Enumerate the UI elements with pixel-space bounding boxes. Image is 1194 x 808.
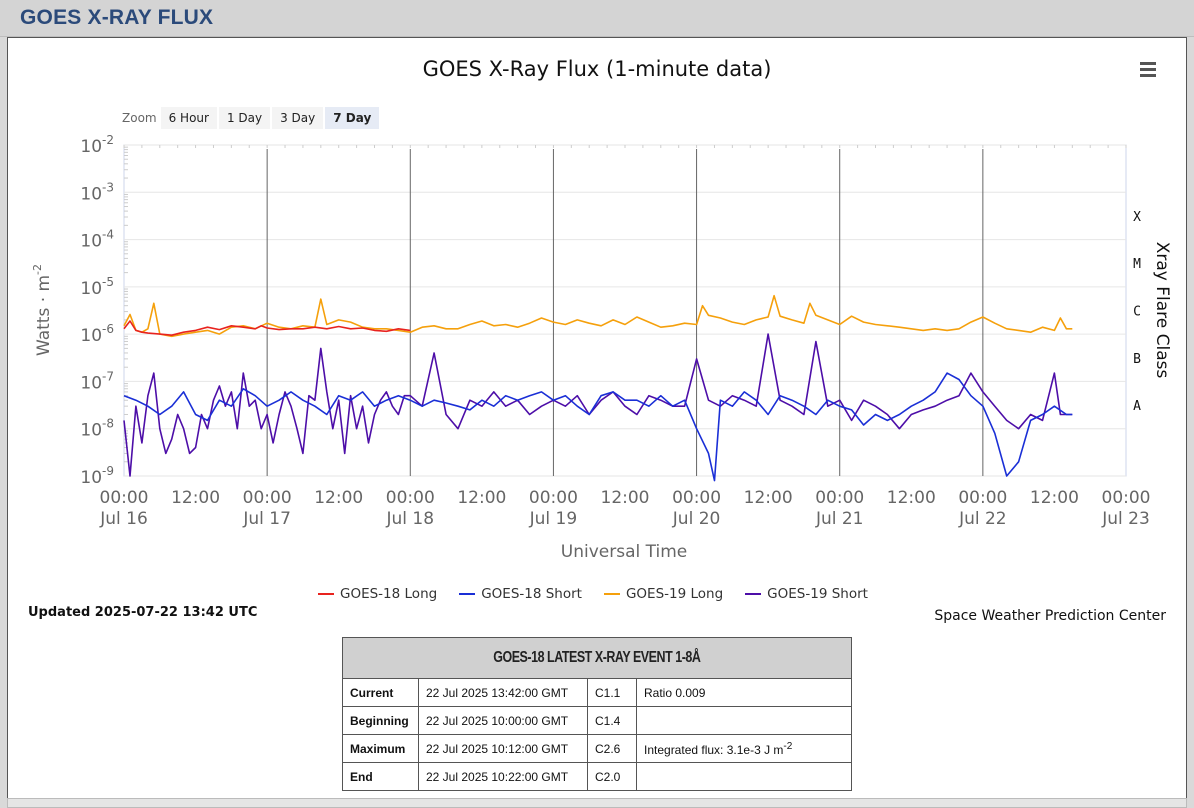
x-tick-time-label: 00:00 — [815, 488, 864, 508]
x-tick-time-label: 12:00 — [744, 488, 793, 508]
series-line-g19short — [123, 333, 1073, 477]
row-time: 22 Jul 2025 10:00:00 GMT — [418, 706, 588, 735]
row-label: Beginning — [342, 706, 419, 735]
y-tick-label: 10-7 — [80, 369, 114, 393]
row-class: C1.1 — [587, 678, 637, 707]
flare-class-label: B — [1133, 352, 1141, 367]
page-title: GOES X-RAY FLUX — [20, 6, 214, 29]
zoom-1-day-button[interactable]: 1 Day — [218, 107, 271, 129]
zoom-6-hour-button[interactable]: 6 Hour — [160, 107, 217, 129]
zoom-bar: Zoom 6 Hour 1 Day 3 Day 7 Day — [118, 106, 381, 130]
table-row: Current 22 Jul 2025 13:42:00 GMT C1.1 Ra… — [342, 678, 852, 707]
chart-legend: GOES-18 Long GOES-18 Short GOES-19 Long … — [318, 586, 890, 602]
legend-label: GOES-18 Long — [340, 586, 438, 602]
y-tick-label: 10-5 — [80, 275, 114, 299]
x-tick-time-label: 12:00 — [457, 488, 506, 508]
flare-class-label: C — [1133, 305, 1141, 320]
y2-axis-title: Xray Flare Class — [1152, 242, 1172, 379]
y-tick-label: 10-2 — [80, 133, 114, 157]
table-row: Beginning 22 Jul 2025 10:00:00 GMT C1.4 — [342, 706, 852, 735]
y-tick-label: 10-9 — [80, 464, 114, 488]
legend-label: GOES-19 Long — [625, 586, 724, 602]
x-tick-time-label: 00:00 — [958, 488, 1007, 508]
plot-area — [123, 144, 1127, 477]
legend-label: GOES-18 Short — [481, 586, 582, 602]
x-tick-date-label: Jul 20 — [672, 509, 721, 529]
series-line-g18long — [123, 320, 411, 337]
x-tick-time-label: 12:00 — [601, 488, 650, 508]
row-label: End — [342, 762, 419, 791]
legend-swatch — [459, 593, 476, 595]
x-tick-date-label: Jul 17 — [242, 509, 291, 529]
row-extra: Integrated flux: 3.1e-3 J m-2 — [636, 734, 852, 763]
legend-swatch — [603, 593, 620, 595]
flare-class-label: A — [1133, 399, 1141, 414]
x-tick-time-label: 00:00 — [243, 488, 292, 508]
zoom-7-day-button[interactable]: 7 Day — [325, 107, 380, 129]
row-extra — [636, 706, 852, 735]
credit-text: Space Weather Prediction Center — [934, 608, 1166, 624]
table-row: End 22 Jul 2025 10:22:00 GMT C2.0 — [342, 762, 852, 791]
x-tick-date-label: Jul 22 — [958, 509, 1007, 529]
x-tick-time-label: 12:00 — [887, 488, 936, 508]
latest-event-table: GOES-18 LATEST X-RAY EVENT 1-8Å Current … — [342, 637, 852, 791]
legend-item-goes19-long[interactable]: GOES-19 Long — [603, 586, 724, 602]
row-time: 22 Jul 2025 13:42:00 GMT — [418, 678, 588, 707]
flare-class-label: X — [1133, 210, 1141, 225]
x-tick-date-label: Jul 23 — [1101, 509, 1150, 529]
y-tick-label: 10-3 — [80, 180, 114, 204]
legend-item-goes18-long[interactable]: GOES-18 Long — [318, 586, 437, 602]
x-tick-date-label: Jul 19 — [529, 509, 578, 529]
x-tick-time-label: 00:00 — [1102, 488, 1151, 508]
x-tick-time-label: 12:00 — [1030, 488, 1079, 508]
y-tick-label: 10-6 — [80, 322, 114, 346]
x-tick-time-label: 12:00 — [171, 488, 220, 508]
y-axis-title: Watts · m-2 — [31, 264, 54, 356]
event-table-title-text: GOES-18 LATEST X-RAY EVENT 1-8Å — [493, 649, 701, 666]
x-axis-title: Universal Time — [561, 542, 687, 562]
chart-menu-icon[interactable] — [1138, 59, 1160, 81]
row-label: Current — [342, 678, 419, 707]
row-extra-sup: -2 — [783, 740, 793, 752]
legend-item-goes18-short[interactable]: GOES-18 Short — [459, 586, 582, 602]
row-class: C1.4 — [587, 706, 637, 735]
x-tick-time-label: 00:00 — [529, 488, 578, 508]
table-row: Maximum 22 Jul 2025 10:12:00 GMT C2.6 In… — [342, 734, 852, 763]
x-tick-time-label: 00:00 — [100, 488, 149, 508]
legend-swatch — [318, 593, 334, 595]
zoom-3-day-button[interactable]: 3 Day — [272, 107, 324, 129]
series-line-g18short — [123, 372, 1073, 482]
y-tick-label: 10-4 — [80, 228, 114, 252]
x-tick-date-label: Jul 18 — [386, 509, 435, 529]
row-extra-text: Integrated flux: 3.1e-3 J m — [644, 742, 784, 757]
x-tick-date-label: Jul 16 — [99, 509, 148, 529]
page-header: GOES X-RAY FLUX — [0, 0, 1194, 37]
x-tick-time-label: 00:00 — [386, 488, 435, 508]
legend-swatch — [745, 593, 762, 595]
row-extra-text: Ratio 0.009 — [644, 685, 706, 700]
row-class: C2.6 — [587, 734, 637, 763]
row-label: Maximum — [342, 734, 419, 763]
legend-label: GOES-19 Short — [767, 586, 868, 602]
row-extra — [636, 762, 852, 791]
event-table-title: GOES-18 LATEST X-RAY EVENT 1-8Å — [342, 637, 852, 679]
row-time: 22 Jul 2025 10:12:00 GMT — [418, 734, 588, 763]
y-tick-label: 10-8 — [80, 417, 114, 441]
series-line-g19long — [123, 294, 1073, 338]
updated-timestamp: Updated 2025-07-22 13:42 UTC — [28, 605, 258, 620]
row-extra: Ratio 0.009 — [636, 678, 852, 707]
x-tick-time-label: 12:00 — [314, 488, 363, 508]
flare-class-label: M — [1133, 257, 1141, 272]
row-class: C2.0 — [587, 762, 637, 791]
legend-item-goes19-short[interactable]: GOES-19 Short — [745, 586, 868, 602]
zoom-label: Zoom — [122, 111, 157, 125]
row-time: 22 Jul 2025 10:22:00 GMT — [418, 762, 588, 791]
x-tick-time-label: 00:00 — [672, 488, 721, 508]
x-tick-date-label: Jul 21 — [815, 509, 864, 529]
chart-title: GOES X-Ray Flux (1-minute data) — [423, 57, 772, 81]
